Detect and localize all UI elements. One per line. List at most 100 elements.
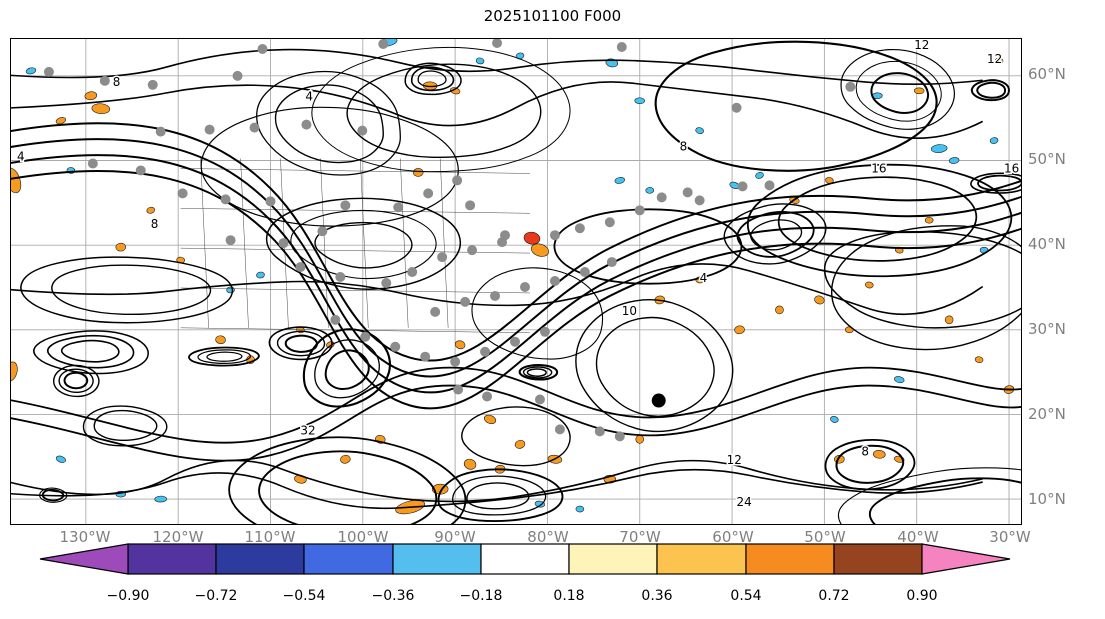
station-marker bbox=[381, 278, 392, 288]
lat-tick-50n: 50°N bbox=[1028, 150, 1066, 168]
station-marker bbox=[510, 336, 520, 347]
contour-line bbox=[188, 346, 260, 367]
station-marker bbox=[340, 200, 351, 211]
contour-line bbox=[870, 72, 930, 114]
contour-label: 8 bbox=[151, 217, 159, 231]
shading-patch bbox=[994, 57, 1004, 65]
lon-tick-30w: 30°W bbox=[989, 528, 1031, 546]
shading-patch bbox=[412, 168, 424, 177]
border-line bbox=[200, 158, 209, 328]
shading-patch bbox=[340, 454, 351, 464]
colorbar-segment bbox=[215, 543, 305, 575]
station-marker bbox=[606, 257, 617, 268]
border-line bbox=[439, 158, 449, 328]
border-line bbox=[360, 158, 369, 328]
shading-patch bbox=[734, 325, 745, 335]
contour-line bbox=[976, 81, 1007, 99]
shading-patch bbox=[115, 242, 127, 252]
border-line bbox=[399, 158, 409, 328]
contour-line bbox=[200, 106, 459, 227]
station-marker bbox=[682, 187, 693, 198]
colorbar-extend-right bbox=[921, 543, 1011, 575]
contour-label: 12 bbox=[987, 52, 1002, 66]
shading-patch bbox=[25, 67, 37, 75]
lon-tick-40w: 40°W bbox=[897, 528, 939, 546]
station-marker bbox=[265, 196, 276, 207]
contour-line bbox=[11, 122, 1021, 362]
shading-patch bbox=[146, 206, 155, 214]
station-marker bbox=[393, 202, 404, 213]
station-marker bbox=[574, 223, 585, 234]
station-marker bbox=[549, 276, 560, 286]
station-marker bbox=[460, 296, 471, 307]
lon-tick-80w: 80°W bbox=[527, 528, 569, 546]
colorbar-segment bbox=[127, 543, 217, 575]
contour-line bbox=[346, 63, 542, 159]
station-marker bbox=[594, 426, 605, 437]
contour-line bbox=[553, 208, 743, 285]
station-marker bbox=[465, 200, 476, 211]
border-line bbox=[320, 158, 329, 328]
contour-line bbox=[837, 467, 1021, 524]
contour-line bbox=[82, 405, 168, 447]
shading-patch bbox=[84, 91, 98, 101]
map-canvas: 8 4 4 12 12 16 4 10 32 12 24 8 16 8 8 bbox=[11, 39, 1021, 524]
shading-patch bbox=[865, 281, 874, 289]
contour-line bbox=[11, 468, 983, 510]
shading-patch bbox=[830, 416, 839, 423]
contour-line bbox=[654, 40, 938, 172]
border-line bbox=[180, 247, 530, 254]
contour-label: 24 bbox=[737, 495, 752, 509]
contour-label: 12 bbox=[914, 39, 929, 52]
contour-line bbox=[824, 438, 916, 491]
map-plot: 8 4 4 12 12 16 4 10 32 12 24 8 16 8 8 bbox=[10, 38, 1022, 525]
contour-line bbox=[835, 444, 905, 484]
station-marker bbox=[420, 351, 431, 362]
station-marker bbox=[330, 314, 341, 325]
contour-label: 10 bbox=[622, 304, 637, 318]
station-marker bbox=[430, 306, 441, 317]
lon-tick-90w: 90°W bbox=[434, 528, 476, 546]
lon-tick-110w: 110°W bbox=[244, 528, 296, 546]
contour-line bbox=[276, 330, 326, 357]
station-marker bbox=[155, 126, 166, 137]
contour-line bbox=[11, 81, 984, 139]
contour-line bbox=[265, 197, 462, 290]
colorbar-tick-label: 0.36 bbox=[641, 588, 672, 604]
colorbar-tick-label: −0.36 bbox=[372, 588, 415, 604]
lon-tick-130w: 130°W bbox=[59, 528, 111, 546]
contour-line bbox=[840, 48, 956, 130]
station-marker bbox=[390, 341, 401, 352]
station-marker bbox=[554, 424, 565, 435]
border-line bbox=[180, 168, 530, 174]
contour-line bbox=[855, 60, 942, 122]
shading-patch bbox=[755, 172, 764, 179]
shading-patch bbox=[463, 458, 477, 470]
contour-line bbox=[404, 62, 462, 96]
contour-line bbox=[302, 328, 391, 408]
contour-line bbox=[268, 326, 333, 361]
colorbar-tick-label: −0.90 bbox=[107, 588, 150, 604]
contour-line bbox=[11, 384, 1021, 462]
shading-patch bbox=[514, 439, 526, 449]
contour-label: 8 bbox=[680, 140, 688, 154]
station-marker bbox=[278, 238, 289, 249]
lat-tick-20n: 20°N bbox=[1028, 405, 1066, 423]
contour-label: 4 bbox=[17, 150, 25, 164]
station-marker bbox=[694, 195, 705, 206]
station-marker bbox=[232, 70, 243, 81]
station-marker bbox=[407, 267, 418, 278]
contour-line bbox=[518, 364, 559, 381]
station-marker bbox=[616, 41, 627, 52]
shading-patch bbox=[475, 57, 485, 65]
shading-patch bbox=[944, 315, 954, 325]
lat-tick-30n: 30°N bbox=[1028, 320, 1066, 338]
station-marker bbox=[301, 119, 312, 130]
lat-tick-60n: 60°N bbox=[1028, 65, 1066, 83]
station-marker bbox=[147, 79, 158, 90]
contour-label: 8 bbox=[113, 75, 121, 89]
shading-patch bbox=[530, 243, 549, 257]
contour-label: 4 bbox=[700, 271, 708, 285]
contour-label: 32 bbox=[300, 423, 315, 437]
shading-patch bbox=[523, 231, 541, 245]
